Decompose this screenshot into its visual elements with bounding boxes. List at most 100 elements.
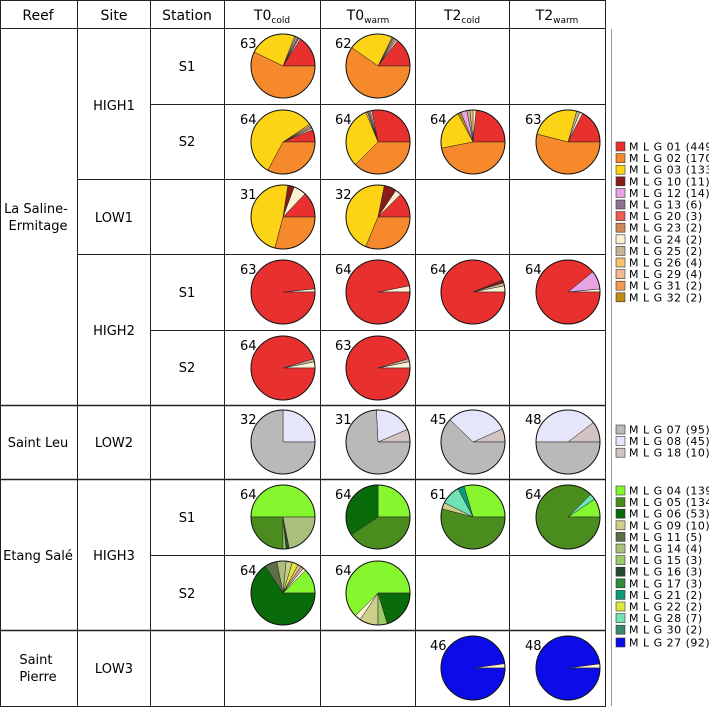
legend-swatch <box>615 485 626 496</box>
pie-chart: 64 <box>240 484 316 550</box>
sample-count-label: 64 <box>430 113 447 128</box>
legend-entry: M L G 22 (2) <box>629 601 703 614</box>
header-t2-cold: T2cold <box>443 8 480 26</box>
pie-chart: 64 <box>525 484 601 550</box>
pie-chart: 61 <box>430 484 506 550</box>
legend-entry: M L G 03 (133) <box>629 164 709 177</box>
legend: M L G 07 (95)M L G 08 (45)M L G 18 (10) <box>615 424 709 460</box>
legend-swatch <box>615 280 626 291</box>
sample-count-label: 31 <box>240 188 257 203</box>
legend-entry: M L G 10 (11) <box>629 175 709 188</box>
legend-swatch <box>615 292 626 303</box>
pie-outline <box>345 33 411 99</box>
legend-swatch <box>615 188 626 198</box>
pie-outline <box>535 635 601 701</box>
sample-count-label: 48 <box>525 413 542 428</box>
sample-count-label: 48 <box>525 639 542 654</box>
sample-count-label: 46 <box>430 639 447 654</box>
legend-entry: M L G 30 (2) <box>629 624 703 637</box>
legend-entry: M L G 23 (2) <box>629 222 703 235</box>
pie-chart: 62 <box>335 33 411 99</box>
sample-count-label: 62 <box>335 37 352 52</box>
legend-swatch <box>615 141 626 152</box>
sample-count-label: 31 <box>335 413 352 428</box>
legend-entry: M L G 13 (6) <box>629 199 703 212</box>
legend-swatch <box>615 234 626 245</box>
pie-outline <box>440 259 506 325</box>
pie-outline <box>250 184 316 250</box>
legend-entry: M L G 08 (45) <box>629 435 709 448</box>
pie-chart: 64 <box>525 259 601 325</box>
pie-chart: 31 <box>335 409 411 475</box>
sample-count-label: 64 <box>240 564 257 579</box>
legend-entry: M L G 11 (5) <box>629 531 703 544</box>
legend-swatch <box>615 637 626 648</box>
sample-count-label: 63 <box>240 263 257 278</box>
pie-chart: 64 <box>240 109 316 175</box>
pie-chart: 64 <box>335 484 411 550</box>
legend-swatch <box>615 246 626 256</box>
sample-count-label: 64 <box>335 263 352 278</box>
pie-outline <box>250 409 316 475</box>
legend-entry: M L G 21 (2) <box>629 589 703 602</box>
site-labels: HIGH1 LOW1 HIGH2 LOW2 HIGH3 LOW3 <box>93 99 135 677</box>
pie-chart: 46 <box>430 635 506 701</box>
legend-swatch <box>615 520 626 531</box>
sample-count-label: 63 <box>240 37 257 52</box>
sample-count-label: 64 <box>525 263 542 278</box>
pie-chart: 64 <box>430 109 506 175</box>
legends: M L G 01 (449)M L G 02 (170)M L G 03 (13… <box>615 141 709 650</box>
legend-swatch <box>615 590 626 600</box>
pie-chart: 64 <box>430 259 506 325</box>
legend-entry: M L G 20 (3) <box>629 210 703 223</box>
legend-swatch <box>615 578 626 589</box>
legend-entry: M L G 26 (4) <box>629 257 703 270</box>
station-labels: S1 S2 S1 S2 S1 S2 <box>179 60 196 602</box>
pie-chart: 64 <box>335 259 411 325</box>
pie-chart: 63 <box>240 259 316 325</box>
station-label: S1 <box>179 286 196 301</box>
header-station: Station <box>162 8 212 24</box>
legend-swatch <box>615 543 626 554</box>
legend-entry: M L G 05 (134) <box>629 496 709 509</box>
legend-swatch <box>615 436 626 446</box>
pie-chart: 48 <box>525 635 601 701</box>
pie-outline <box>535 484 601 550</box>
legend-entry: M L G 09 (10) <box>629 519 709 532</box>
pie-chart: 64 <box>240 560 316 626</box>
pie-outline <box>345 560 411 626</box>
legend-entry: M L G 15 (3) <box>629 554 703 567</box>
legend-entry: M L G 02 (170) <box>629 152 709 165</box>
pie-outline <box>535 259 601 325</box>
sample-count-label: 64 <box>335 488 352 503</box>
sample-count-label: 64 <box>240 339 257 354</box>
legend-swatch <box>615 566 626 577</box>
legend-entry: M L G 01 (449) <box>629 141 709 154</box>
sample-count-label: 64 <box>240 488 257 503</box>
sample-count-label: 45 <box>430 413 447 428</box>
legend-swatch <box>615 424 626 435</box>
pie-slice-mlg04 <box>250 484 316 518</box>
legend-entry: M L G 24 (2) <box>629 233 703 246</box>
legend-entry: M L G 17 (3) <box>629 577 703 590</box>
site-label: LOW3 <box>95 662 133 677</box>
sample-count-label: 64 <box>240 113 257 128</box>
sample-count-label: 64 <box>335 113 352 128</box>
legend-swatch <box>615 176 626 187</box>
legend-swatch <box>615 222 626 233</box>
station-label: S1 <box>179 60 196 75</box>
legend-swatch <box>615 447 626 458</box>
sample-count-label: 64 <box>430 263 447 278</box>
legend-swatch <box>615 257 626 268</box>
pie-chart: 63 <box>525 109 601 175</box>
header-reef: Reef <box>22 8 54 24</box>
pie-chart: 48 <box>525 409 601 475</box>
pie-chart: 45 <box>430 409 506 475</box>
legend: M L G 27 (92) <box>615 637 709 650</box>
legend-entry: M L G 07 (95) <box>629 424 709 437</box>
legend-swatch <box>615 613 626 623</box>
sample-count-label: 64 <box>335 564 352 579</box>
sample-count-label: 64 <box>525 488 542 503</box>
pie-outline <box>345 184 411 250</box>
